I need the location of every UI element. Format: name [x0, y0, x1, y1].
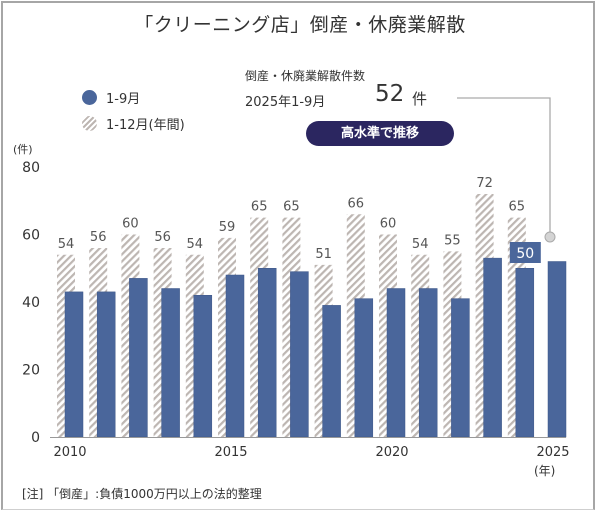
info-unit: 件: [412, 90, 428, 108]
footnote: [注] 「倒産」:負債1000万円以上の法的整理: [22, 487, 262, 501]
jan-sep-bar: [161, 288, 180, 438]
jan-sep-bar: [129, 278, 148, 438]
x-axis-unit: (年): [534, 464, 556, 478]
x-tick-label: 2010: [53, 445, 86, 460]
annual-value-label: 59: [219, 220, 236, 235]
annual-value-label: 65: [283, 200, 300, 215]
legend-item-annual: 1-12月(年間): [82, 114, 185, 133]
annual-value-label: 54: [58, 237, 75, 252]
legend-hatched-swatch-icon: [82, 116, 97, 131]
x-tick-label: 2025: [536, 445, 569, 460]
annual-value-label: 51: [315, 247, 332, 262]
annual-value-label: 65: [251, 200, 268, 215]
annual-value-label: 56: [90, 230, 107, 245]
x-tick-label: 2015: [214, 445, 247, 460]
y-tick-label: 20: [22, 363, 40, 379]
info-count: 52: [375, 81, 405, 107]
jan-sep-bar: [290, 271, 309, 438]
annual-value-label: 54: [187, 237, 204, 252]
y-tick-label: 0: [31, 430, 40, 446]
y-tick-label: 40: [22, 295, 40, 311]
jan-sep-bar: [193, 295, 213, 438]
jan-sep-bar: [451, 298, 470, 438]
value-box-2024: [509, 242, 541, 263]
jan-sep-bar: [483, 257, 502, 438]
annual-value-label: 56: [154, 230, 171, 245]
legend-label: 1-9月: [106, 92, 141, 107]
annual-value-label: 55: [444, 233, 461, 248]
legend-solid-swatch-icon: [82, 90, 97, 105]
jan-sep-bar: [64, 291, 84, 438]
jan-sep-bar: [322, 305, 341, 438]
x-tick-label: 2020: [375, 445, 408, 460]
annual-value-label: 60: [122, 217, 139, 232]
annual-value-label: 54: [412, 237, 429, 252]
callout-dot-icon: [544, 231, 556, 243]
info-period: 2025年1-9月: [245, 95, 326, 110]
annual-value-label: 60: [380, 217, 397, 232]
jan-sep-bar: [418, 288, 438, 438]
callout-connector: [457, 97, 551, 232]
annual-value-label: 65: [509, 200, 526, 215]
legend-label: 1-12月(年間): [106, 118, 185, 133]
chart-title: 「クリーニング店」倒産・休廃業解散: [134, 14, 466, 36]
legend-item-jan-sep: 1-9月: [82, 88, 140, 107]
trend-badge: 高水準で推移: [306, 121, 454, 146]
info-label: 倒産・休廃業解散件数: [245, 69, 366, 83]
jan-sep-bar: [386, 288, 406, 438]
y-tick-label: 80: [22, 160, 40, 176]
jan-sep-bar: [96, 291, 116, 438]
jan-sep-bar: [225, 274, 245, 438]
y-tick-label: 60: [22, 228, 40, 244]
jan-sep-bar: [257, 268, 277, 438]
jan-sep-bar: [547, 261, 567, 438]
jan-sep-bar: [515, 268, 535, 438]
value-box-label: 50: [516, 246, 534, 262]
y-axis-unit: (件): [13, 143, 33, 156]
jan-sep-bar: [354, 298, 374, 438]
annual-value-label: 72: [476, 176, 493, 191]
annual-value-label: 66: [348, 196, 365, 211]
